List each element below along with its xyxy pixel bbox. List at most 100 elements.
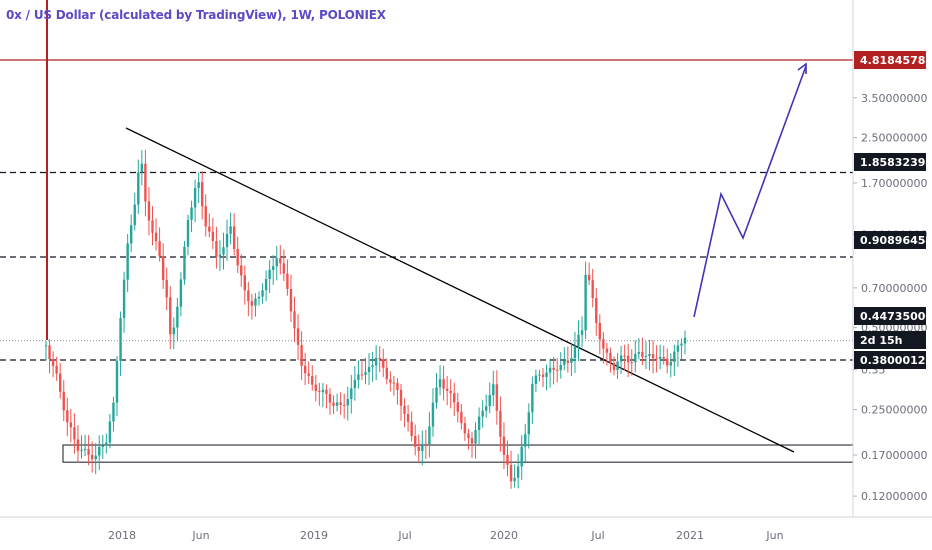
candle-body <box>112 402 115 422</box>
candle-body <box>69 422 73 428</box>
candle-body <box>428 426 431 445</box>
candle-body <box>83 449 87 451</box>
candle-body <box>516 466 520 478</box>
price-axis: 0.120000000.170000000.250000000.350.5000… <box>852 0 927 517</box>
candle-body <box>563 360 566 365</box>
candle-body <box>172 327 175 335</box>
candle-body <box>254 298 257 306</box>
candle-body <box>556 369 559 371</box>
price-tag-bg <box>854 51 926 69</box>
candle-body <box>602 339 605 349</box>
candle-body <box>257 296 261 299</box>
candle-body <box>435 387 438 403</box>
candle-body <box>55 365 58 374</box>
y-tick-label: 0.25000000 <box>861 403 927 416</box>
candle-body <box>509 464 513 482</box>
candle-body <box>577 334 580 347</box>
candle-body <box>406 413 410 422</box>
candle-body <box>126 243 129 280</box>
candle-body <box>218 254 222 257</box>
candle-body <box>90 454 94 460</box>
candle-body <box>328 393 332 403</box>
candle-body <box>282 263 286 274</box>
y-tick-label: 0.12000000 <box>861 490 927 503</box>
x-tick-label: 2021 <box>676 529 704 542</box>
candle-body <box>151 220 154 233</box>
candle-body <box>353 379 357 389</box>
candle-body <box>59 373 62 392</box>
candle-body <box>101 445 104 447</box>
candle-body <box>527 412 530 435</box>
candle-body <box>616 361 619 371</box>
candle-body <box>666 358 669 366</box>
candle-body <box>147 201 151 221</box>
candle-body <box>62 391 65 411</box>
candle-body <box>122 279 126 318</box>
price-tag-bg <box>854 153 926 171</box>
candle-body <box>325 389 328 394</box>
candle-body <box>176 306 179 328</box>
candle-body <box>225 233 229 248</box>
candle-body <box>367 367 371 373</box>
candle-body <box>208 226 211 232</box>
candle-body <box>552 367 555 370</box>
price-tag: 2d 15h <box>854 331 926 349</box>
candle-body <box>382 359 385 368</box>
candle-body <box>662 357 665 359</box>
price-tag-label: 0.44735000 <box>860 310 932 323</box>
price-tag-label: 2d 15h <box>860 334 903 347</box>
candle-body <box>51 359 55 366</box>
price-tag-bg <box>854 331 926 349</box>
candle-body <box>115 360 119 403</box>
candle-body <box>598 322 601 340</box>
candle-body <box>357 374 360 380</box>
candle-body <box>431 402 435 427</box>
candle-body <box>130 225 133 244</box>
candle-body <box>215 240 218 257</box>
candle-body <box>76 439 80 451</box>
candle-body <box>410 421 413 437</box>
projection-line <box>693 65 807 318</box>
candle-body <box>442 379 445 389</box>
candle-body <box>612 363 616 371</box>
x-tick-label: Jun <box>765 529 783 542</box>
candle-body <box>360 374 364 376</box>
candles <box>44 149 687 489</box>
candle-body <box>445 388 449 391</box>
candle-body <box>222 247 225 255</box>
candle-body <box>474 430 477 444</box>
candle-body <box>133 204 136 226</box>
candle-body <box>637 352 641 354</box>
candle-body <box>87 449 90 455</box>
candle-body <box>286 273 289 290</box>
price-tag: 0.90896454 <box>854 231 932 249</box>
candle-body <box>485 406 488 411</box>
projection-arrowhead <box>797 62 807 74</box>
candle-body <box>492 384 495 396</box>
candle-body <box>94 455 97 460</box>
candle-body <box>144 163 147 202</box>
price-tag: 0.44735000 <box>854 307 932 325</box>
candle-body <box>538 374 541 376</box>
candle-body <box>399 389 403 406</box>
candle-body <box>268 269 271 279</box>
candle-body <box>332 402 335 406</box>
candle-body <box>587 274 591 281</box>
horizontal-levels <box>0 0 853 361</box>
candle-body <box>296 328 300 346</box>
candle-body <box>161 256 165 280</box>
y-tick-label: 1.70000000 <box>861 177 927 190</box>
candle-body <box>321 389 325 393</box>
candle-body <box>300 345 303 366</box>
candle-body <box>477 416 481 431</box>
candle-body <box>534 375 538 385</box>
candle-body <box>371 365 374 368</box>
candle-body <box>619 355 623 362</box>
candle-body <box>414 436 417 447</box>
candle-body <box>644 356 648 358</box>
candle-body <box>513 477 516 482</box>
descending-trendline <box>125 127 795 453</box>
price-tag-label: 4.81845784 <box>860 54 932 67</box>
candle-body <box>343 404 346 406</box>
